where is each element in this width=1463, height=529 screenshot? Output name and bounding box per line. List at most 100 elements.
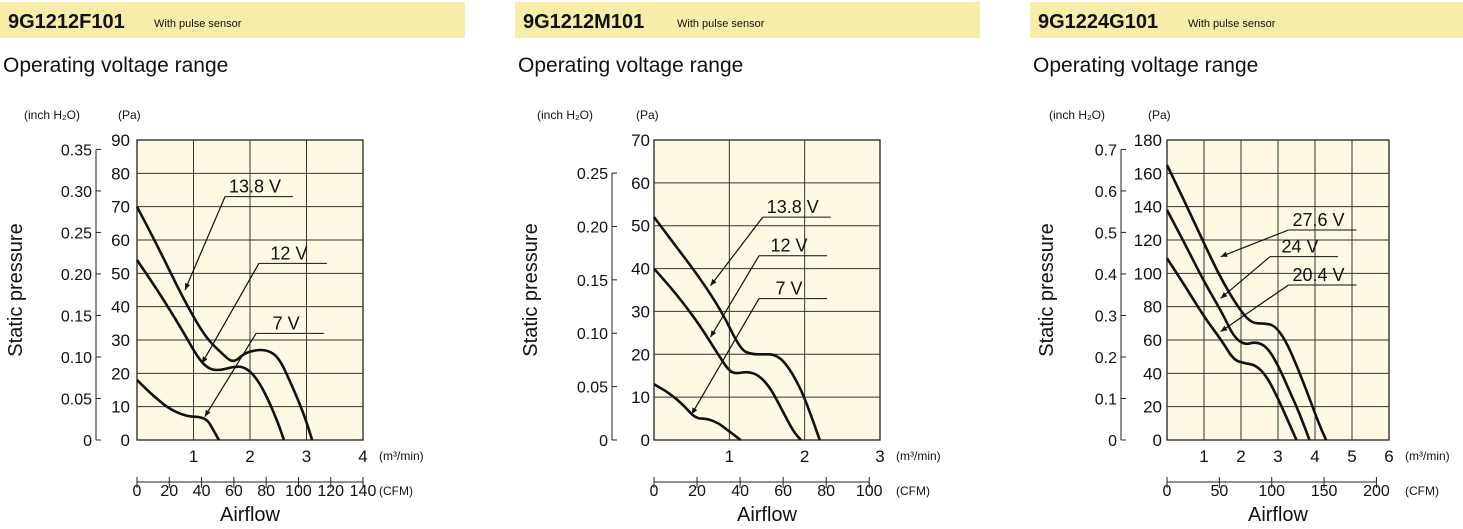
series-label: 13.8 V: [229, 177, 281, 197]
y-tick-label-pa: 0: [1153, 431, 1162, 450]
y-tick-label-pa: 50: [111, 264, 130, 283]
x-tick-label-m3: 2: [1236, 447, 1245, 466]
y-tick-label-pa: 20: [1143, 398, 1162, 417]
y-tick-label-pa: 10: [631, 388, 650, 407]
y-tick-label-inch: 0.1: [1095, 391, 1117, 408]
y-tick-label-inch: 0.15: [577, 273, 608, 290]
x-tick-label-cfm: 40: [731, 483, 749, 500]
model-header-bar: 9G1224G101 With pulse sensor: [1030, 2, 1463, 38]
x-tick-label-cfm: 120: [317, 483, 344, 500]
series-label: 24 V: [1281, 237, 1318, 257]
y-tick-label-inch: 0.20: [61, 267, 92, 284]
y-tick-label-inch: 0.25: [61, 225, 92, 242]
leader-line: [1220, 229, 1289, 258]
x-tick-label-m3: 3: [302, 447, 311, 466]
leader-line: [709, 255, 760, 338]
x-tick-label-cfm: 0: [1163, 483, 1172, 500]
y-tick-label-pa: 30: [111, 331, 130, 350]
series-label: 7 V: [775, 279, 802, 299]
x-axis-title: Airflow: [220, 504, 281, 526]
chart-title: Operating voltage range: [1033, 54, 1259, 77]
x-tick-label-m3: 5: [1347, 447, 1356, 466]
x-tick-label-m3: 1: [189, 447, 198, 466]
y-tick-label-pa: 160: [1134, 164, 1162, 183]
y-tick-label-inch: 0.3: [1095, 308, 1117, 325]
chart-panel-3: 9G1224G101 With pulse sensor Operating v…: [1030, 0, 1463, 529]
x-tick-label-m3: 6: [1384, 447, 1393, 466]
y-tick-label-pa: 90: [111, 131, 130, 150]
x-tick-label-cfm: 20: [160, 483, 178, 500]
y-tick-label-inch: 0: [1108, 433, 1117, 450]
x-tick-label-cfm: 50: [1210, 483, 1228, 500]
x-tick-label-m3: 4: [358, 447, 367, 466]
x-unit-cfm: (CFM): [1405, 484, 1439, 498]
x-unit-cfm: (CFM): [379, 484, 413, 498]
y-tick-label-pa: 70: [111, 198, 130, 217]
leader-line: [691, 298, 760, 415]
x-tick-label-cfm: 100: [1258, 483, 1285, 500]
chart-title: Operating voltage range: [3, 54, 229, 77]
voltage-curve: [136, 379, 221, 441]
y-unit-inch: (inch H₂O): [24, 108, 80, 122]
y-tick-label-pa: 120: [1134, 231, 1162, 250]
pq-chart: 010203040506070809000.050.100.150.200.25…: [5, 108, 424, 526]
y-tick-label-pa: 70: [631, 131, 650, 150]
series-label: 13.8 V: [767, 197, 819, 217]
x-tick-label-m3: 2: [800, 447, 809, 466]
y-unit-pa: (Pa): [636, 108, 659, 122]
sensor-note: With pulse sensor: [677, 18, 765, 30]
y-tick-label-inch: 0.4: [1095, 267, 1117, 284]
sensor-note: With pulse sensor: [1188, 18, 1276, 30]
voltage-curve: [653, 267, 802, 441]
model-number: 9G1212F101: [8, 11, 125, 33]
y-unit-inch: (inch H₂O): [1049, 108, 1105, 122]
x-tick-label-m3: 1: [725, 447, 734, 466]
y-axis-title: Static pressure: [1036, 223, 1058, 356]
y-tick-label-inch: 0.7: [1095, 142, 1117, 159]
series-label: 7 V: [273, 313, 300, 333]
sensor-note: With pulse sensor: [154, 18, 242, 30]
y-tick-label-pa: 60: [631, 174, 650, 193]
x-tick-label-cfm: 150: [1311, 483, 1338, 500]
y-axis-title: Static pressure: [520, 223, 542, 356]
y-tick-label-inch: 0.20: [577, 219, 608, 236]
voltage-curve: [135, 206, 314, 441]
x-tick-label-cfm: 140: [350, 483, 377, 500]
leader-line: [184, 196, 226, 291]
x-tick-label-cfm: 80: [257, 483, 275, 500]
x-tick-label-cfm: 0: [133, 483, 142, 500]
y-unit-pa: (Pa): [1148, 108, 1171, 122]
y-tick-label-pa: 80: [1143, 298, 1162, 317]
model-number: 9G1224G101: [1038, 11, 1159, 33]
x-tick-label-cfm: 200: [1363, 483, 1390, 500]
x-tick-label-m3: 3: [1273, 447, 1282, 466]
x-tick-label-m3: 2: [245, 447, 254, 466]
pq-chart: 01020304050607000.050.100.150.200.25(Pa)…: [520, 108, 941, 526]
x-tick-label-cfm: 80: [817, 483, 835, 500]
y-axis-title: Static pressure: [5, 223, 27, 356]
y-tick-label-pa: 80: [111, 164, 130, 183]
y-tick-label-pa: 180: [1134, 131, 1162, 150]
y-tick-label-inch: 0: [599, 433, 608, 450]
x-tick-label-m3: 1: [1199, 447, 1208, 466]
leader-line: [201, 263, 260, 364]
series-label: 12 V: [270, 243, 307, 263]
voltage-curve: [652, 216, 821, 441]
leader-arrowhead: [1220, 251, 1228, 257]
x-tick-label-cfm: 100: [856, 483, 883, 500]
leader-arrowhead: [201, 356, 208, 364]
series-label: 27.6 V: [1292, 210, 1344, 230]
y-tick-label-pa: 60: [111, 231, 130, 250]
x-tick-label-cfm: 60: [774, 483, 792, 500]
y-tick-label-inch: 0.10: [577, 326, 608, 343]
y-tick-label-pa: 40: [111, 298, 130, 317]
x-unit-m3: (m³/min): [1405, 449, 1450, 463]
y-tick-label-pa: 50: [631, 217, 650, 236]
leader-arrowhead: [185, 283, 191, 290]
series-label: 12 V: [770, 236, 807, 256]
chart-panel-2: 9G1212M101 With pulse sensor Operating v…: [515, 0, 980, 529]
y-tick-label-pa: 30: [631, 302, 650, 321]
y-unit-inch: (inch H₂O): [537, 108, 593, 122]
leader-line: [204, 333, 257, 417]
series-label: 20.4 V: [1292, 265, 1344, 285]
